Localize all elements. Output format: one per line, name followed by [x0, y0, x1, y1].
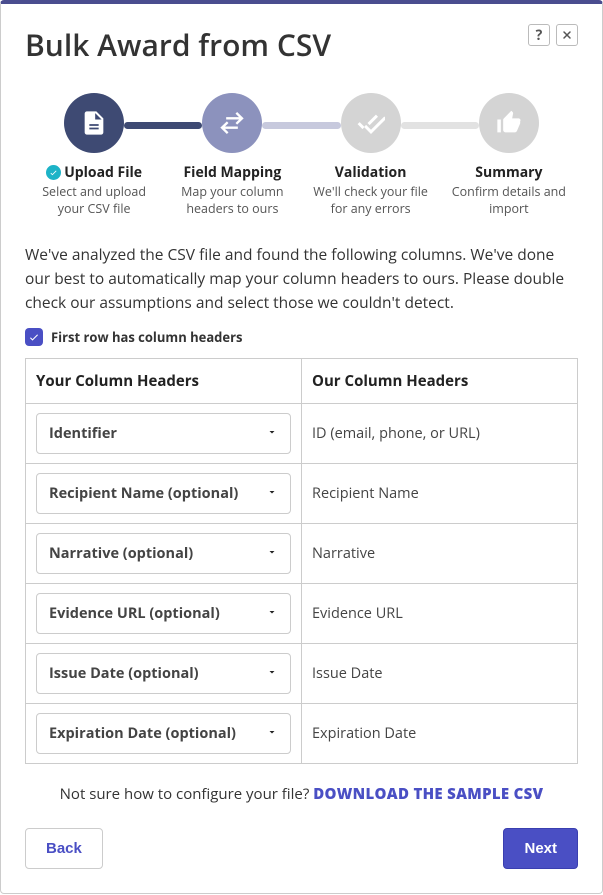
- help-icon[interactable]: ?: [528, 24, 550, 46]
- intro-text: We've analyzed the CSV file and found th…: [25, 242, 578, 314]
- back-button[interactable]: Back: [25, 828, 103, 869]
- header-icon-group: ?: [528, 24, 578, 46]
- your-column-cell: Recipient Name (optional): [26, 463, 302, 523]
- column-dropdown[interactable]: Expiration Date (optional): [36, 713, 291, 754]
- next-button[interactable]: Next: [503, 828, 578, 869]
- close-icon[interactable]: [556, 24, 578, 46]
- step-desc: Map your column headers to ours: [163, 184, 301, 218]
- table-row: Issue Date (optional) Issue Date: [26, 643, 578, 703]
- step-desc: Select and upload your CSV file: [25, 184, 163, 218]
- step-title: Summary: [440, 163, 578, 182]
- column-dropdown[interactable]: Recipient Name (optional): [36, 473, 291, 514]
- step-title: Validation: [302, 163, 440, 182]
- step-mapping: Field Mapping Map your column headers to…: [163, 93, 301, 218]
- your-column-header: Your Column Headers: [26, 358, 302, 403]
- table-row: Expiration Date (optional) Expiration Dat…: [26, 703, 578, 763]
- step-connector: [401, 122, 479, 129]
- step-connector: [262, 122, 340, 129]
- dropdown-label: Expiration Date (optional): [49, 724, 236, 743]
- checkbox-label: First row has column headers: [51, 328, 242, 346]
- file-icon: [64, 93, 124, 153]
- bulk-award-modal: Bulk Award from CSV ? Upload File Select…: [0, 0, 603, 894]
- step-connector: [124, 122, 202, 129]
- step-upload: Upload File Select and upload your CSV f…: [25, 93, 163, 218]
- step-title: Upload File: [25, 163, 163, 182]
- step-desc: We'll check your file for any errors: [302, 184, 440, 218]
- chevron-down-icon: [266, 604, 278, 623]
- our-column-cell: Narrative: [302, 523, 578, 583]
- dropdown-label: Issue Date (optional): [49, 664, 199, 683]
- dropdown-label: Narrative (optional): [49, 544, 193, 563]
- step-title-label: Upload File: [64, 163, 142, 182]
- column-dropdown[interactable]: Issue Date (optional): [36, 653, 291, 694]
- modal-header: Bulk Award from CSV ?: [25, 24, 578, 83]
- your-column-cell: Expiration Date (optional): [26, 703, 302, 763]
- check-badge-icon: [46, 165, 61, 180]
- step-title: Field Mapping: [163, 163, 301, 182]
- step-summary: Summary Confirm details and import: [440, 93, 578, 218]
- first-row-headers-checkbox[interactable]: First row has column headers: [25, 328, 578, 346]
- table-row: Recipient Name (optional) Recipient Name: [26, 463, 578, 523]
- double-check-icon: [341, 93, 401, 153]
- dropdown-label: Identifier: [49, 424, 117, 443]
- modal-title: Bulk Award from CSV: [25, 24, 331, 65]
- our-column-header: Our Column Headers: [302, 358, 578, 403]
- sample-prefix: Not sure how to configure your file?: [60, 784, 314, 804]
- step-title-label: Summary: [475, 163, 542, 182]
- our-column-cell: Recipient Name: [302, 463, 578, 523]
- step-validation: Validation We'll check your file for any…: [302, 93, 440, 218]
- column-dropdown[interactable]: Identifier: [36, 413, 291, 454]
- stepper: Upload File Select and upload your CSV f…: [25, 93, 578, 218]
- swap-icon: [202, 93, 262, 153]
- table-row: Identifier ID (email, phone, or URL): [26, 403, 578, 463]
- your-column-cell: Narrative (optional): [26, 523, 302, 583]
- column-dropdown[interactable]: Narrative (optional): [36, 533, 291, 574]
- download-sample-link[interactable]: DOWNLOAD THE SAMPLE CSV: [313, 784, 543, 804]
- checkbox-checked-icon: [25, 328, 43, 346]
- step-title-label: Field Mapping: [183, 163, 281, 182]
- thumbs-up-icon: [479, 93, 539, 153]
- table-row: Evidence URL (optional) Evidence URL: [26, 583, 578, 643]
- step-title-label: Validation: [335, 163, 407, 182]
- chevron-down-icon: [266, 424, 278, 443]
- sample-row: Not sure how to configure your file? DOW…: [25, 784, 578, 804]
- our-column-cell: ID (email, phone, or URL): [302, 403, 578, 463]
- your-column-cell: Issue Date (optional): [26, 643, 302, 703]
- dropdown-label: Recipient Name (optional): [49, 484, 238, 503]
- your-column-cell: Evidence URL (optional): [26, 583, 302, 643]
- modal-footer: Back Next: [25, 828, 578, 869]
- your-column-cell: Identifier: [26, 403, 302, 463]
- column-dropdown[interactable]: Evidence URL (optional): [36, 593, 291, 634]
- chevron-down-icon: [266, 664, 278, 683]
- step-desc: Confirm details and import: [440, 184, 578, 218]
- chevron-down-icon: [266, 544, 278, 563]
- chevron-down-icon: [266, 724, 278, 743]
- our-column-cell: Evidence URL: [302, 583, 578, 643]
- our-column-cell: Expiration Date: [302, 703, 578, 763]
- table-row: Narrative (optional) Narrative: [26, 523, 578, 583]
- chevron-down-icon: [266, 484, 278, 503]
- our-column-cell: Issue Date: [302, 643, 578, 703]
- mapping-table: Your Column Headers Our Column Headers I…: [25, 358, 578, 764]
- dropdown-label: Evidence URL (optional): [49, 604, 220, 623]
